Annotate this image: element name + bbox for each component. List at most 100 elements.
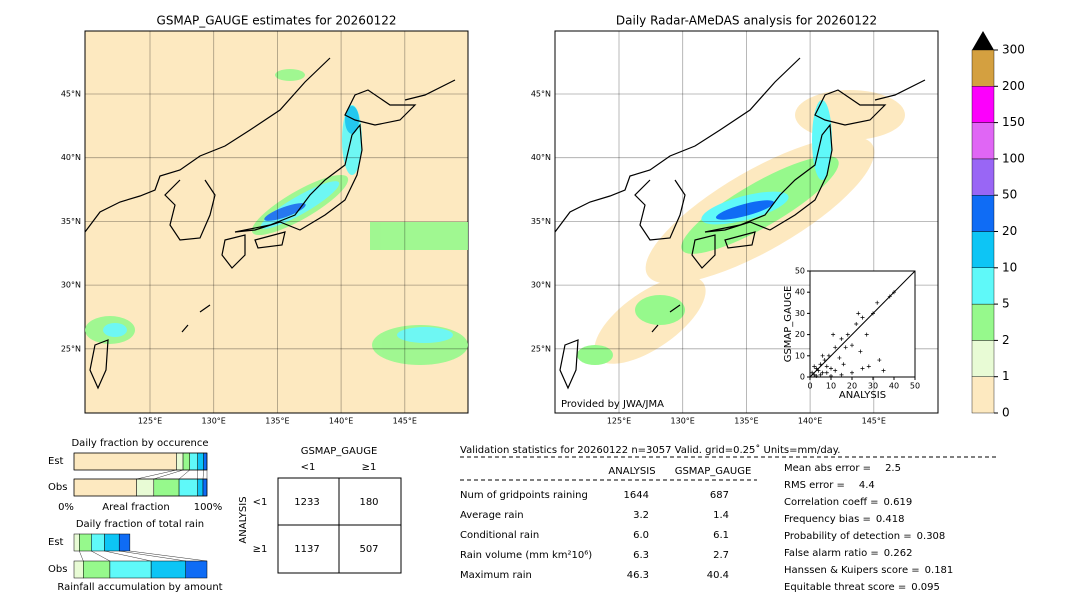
scatter-point (810, 370, 815, 375)
lon-label: 135°E (734, 417, 758, 426)
score-label: False alarm ratio = (784, 548, 879, 559)
score-label: Correlation coeff = (784, 497, 879, 508)
col-label: ≥1 (362, 462, 377, 473)
y-tick-label: 40 (795, 288, 805, 297)
scatter-point (831, 332, 836, 337)
score-value: 0.619 (884, 497, 913, 508)
fraction-segment (176, 452, 184, 471)
credit: Provided by JWA/JMA (561, 399, 664, 410)
colorbar-segment (971, 158, 995, 196)
bar-frame (73, 478, 208, 497)
fraction-segment (153, 478, 180, 497)
fraction-segment (182, 452, 190, 471)
fraction-segment (202, 478, 208, 497)
row-label: <1 (253, 497, 268, 508)
axis-label: 0% (58, 502, 74, 513)
scatter-point (858, 349, 863, 354)
table-title: GSMAP_GAUGE (301, 446, 378, 457)
column-header: GSMAP_GAUGE (675, 466, 752, 477)
scatter-point (843, 345, 848, 350)
scatter-point (860, 315, 865, 320)
scatter-point (812, 372, 817, 377)
connector (178, 469, 190, 480)
score-value: 0.181 (925, 565, 954, 576)
row-value: 40.4 (707, 570, 729, 581)
row-value: 3.2 (633, 510, 649, 521)
lat-label: 45°N (531, 90, 551, 99)
score-label: Hanssen & Kuipers score = (784, 565, 920, 576)
scatter-point (892, 290, 896, 295)
row-label: Num of gridpoints raining (460, 490, 588, 501)
scatter-point (820, 370, 825, 375)
lat-label: 35°N (531, 217, 551, 226)
colorbar-segment (971, 194, 995, 232)
score-value: 0.262 (884, 548, 913, 559)
scatter-point (820, 353, 825, 358)
fraction-segment (197, 452, 204, 471)
panel-title: Daily fraction by occurence (71, 438, 208, 449)
connector (129, 550, 208, 562)
table-cell: 1233 (294, 497, 319, 508)
left-map (84, 30, 469, 414)
colorbar-label: 1 (1002, 369, 1010, 383)
map-title: Daily Radar-AMeDAS analysis for 20260122 (616, 14, 877, 28)
colorbar-label: 300 (1002, 43, 1025, 57)
row-label: ≥1 (253, 544, 268, 555)
colorbar-segment (971, 303, 995, 341)
scatter-point (850, 370, 854, 375)
row-value: 2.7 (713, 550, 729, 561)
y-tick-label: 20 (795, 330, 805, 339)
x-tick-label: 20 (847, 382, 857, 391)
fraction-segment (197, 478, 204, 497)
col-label: <1 (301, 462, 316, 473)
row-label: Est (48, 537, 64, 548)
scatter-point (864, 332, 869, 337)
fraction-segment (73, 478, 137, 497)
row-value: 6.1 (713, 530, 729, 541)
fraction-segment (203, 452, 208, 471)
colorbar-segment (971, 376, 995, 414)
x-axis-label: ANALYSIS (839, 390, 886, 401)
scatter-point (814, 373, 819, 378)
score-label: Mean abs error = (784, 463, 871, 474)
scatter-point (837, 355, 842, 360)
scatter-point (829, 373, 833, 378)
fraction-segment (109, 560, 152, 579)
connector (153, 469, 184, 480)
lon-label: 130°E (202, 417, 226, 426)
scatter-point (887, 294, 892, 299)
row-label: Est (48, 456, 64, 467)
row-value: 687 (710, 490, 729, 501)
scatter-point (856, 311, 861, 316)
colorbar-segment (971, 49, 995, 87)
scatter-point (818, 372, 823, 377)
score-value: 0.308 (917, 531, 946, 542)
lon-label: 140°E (798, 417, 822, 426)
row-label: Rain volume (mm km²10⁶) (460, 550, 592, 561)
lon-label: 145°E (862, 417, 886, 426)
row-title: ANALYSIS (238, 496, 249, 543)
scatter-point (824, 370, 829, 375)
y-tick-label: 50 (795, 267, 805, 276)
fraction-segment (150, 560, 186, 579)
row-value: 46.3 (627, 570, 649, 581)
fraction-segment (118, 533, 131, 552)
lat-label: 35°N (61, 217, 81, 226)
row-value: 1.4 (713, 510, 729, 521)
x-tick-label: 30 (868, 382, 878, 391)
row-value: 1644 (624, 490, 649, 501)
scatter-point (854, 322, 859, 326)
lon-label: 130°E (671, 417, 695, 426)
row-value: 6.0 (633, 530, 649, 541)
row-label: Average rain (460, 510, 524, 521)
x-tick-label: 40 (889, 382, 899, 391)
scatter-point (829, 366, 833, 371)
scatter-point (871, 311, 875, 316)
connector (119, 550, 186, 562)
colorbar-label: 150 (1002, 115, 1025, 129)
scatter-point (818, 362, 823, 367)
y-axis-label: GSMAP_GAUGE (783, 286, 794, 363)
row-label: Conditional rain (460, 530, 539, 541)
column-header: ANALYSIS (608, 466, 655, 477)
y-tick-label: 30 (795, 309, 805, 318)
